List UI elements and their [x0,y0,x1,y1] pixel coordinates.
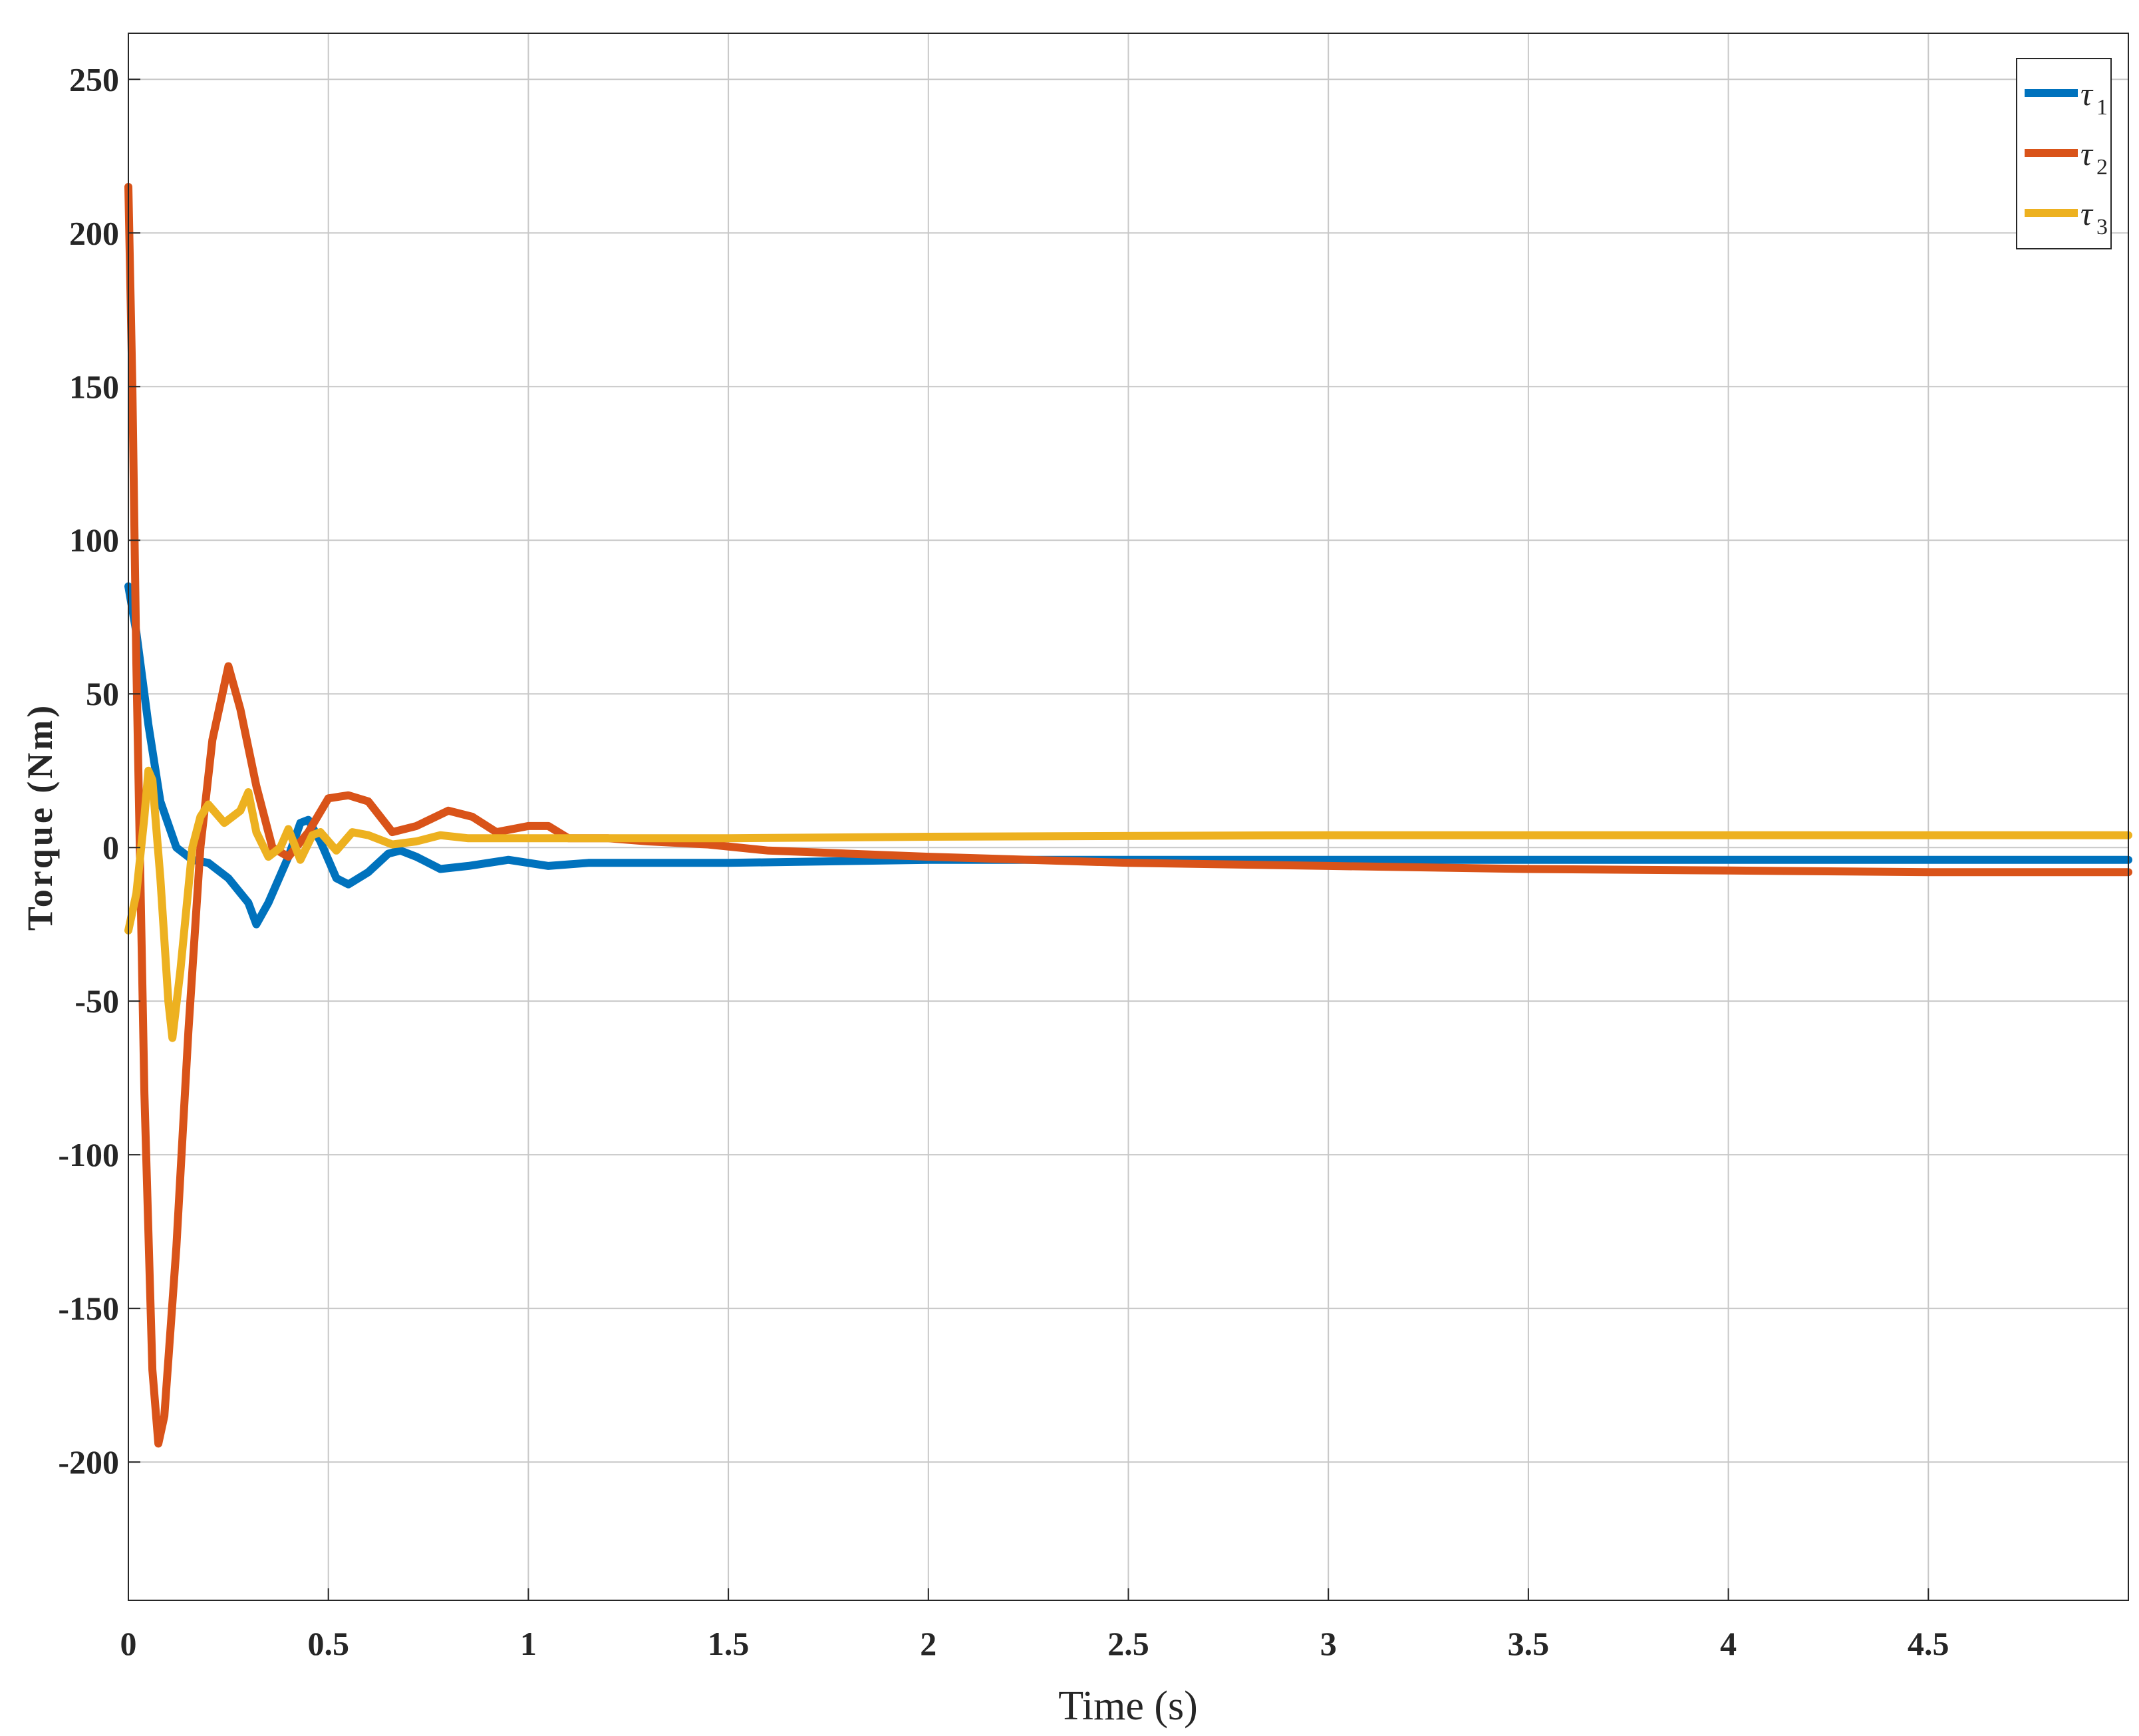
x-tick-label: 3.5 [1508,1625,1550,1662]
x-tick-label: 1 [520,1625,537,1662]
x-tick-label: 3 [1320,1625,1337,1662]
series-lines [124,183,2132,1448]
y-tick-label: 0 [102,829,119,866]
legend-label: τ [2080,75,2094,112]
series-line-tau-3 [124,766,2132,1042]
legend-label: τ [2080,135,2094,172]
y-tick-label: 100 [69,521,119,559]
x-tick-label: 2 [920,1625,936,1662]
legend-label-subscript: 3 [2096,215,2108,239]
x-tick-label: 0 [120,1625,137,1662]
y-axis: 250 200 150 100 50 0 -50 -100 -150 -200 [58,61,140,1481]
y-tick-label: 50 [86,675,119,712]
y-tick-label: -100 [58,1136,119,1173]
x-axis-title: Time (s) [1058,1683,1198,1729]
x-tick-label: 2.5 [1107,1625,1149,1662]
legend-label: τ [2080,195,2094,232]
y-axis-title: Torque (Nm) [20,703,60,931]
x-tick-label: 4.5 [1908,1625,1949,1662]
y-tick-label: -200 [58,1443,119,1481]
x-axis: 0 0.5 1 1.5 2 2.5 3 3.5 4 4.5 [120,1588,1949,1662]
y-tick-label: 250 [69,61,119,98]
y-tick-label: -50 [74,982,119,1020]
x-tick-label: 4 [1720,1625,1737,1662]
x-tick-label: 0.5 [307,1625,349,1662]
series-line-tau-2 [124,183,2132,1448]
y-tick-label: 200 [69,214,119,251]
y-tick-label: -150 [58,1290,119,1327]
legend-label-subscript: 1 [2096,95,2108,120]
legend-label-subscript: 2 [2096,155,2108,180]
x-tick-label: 1.5 [708,1625,750,1662]
legend: τ 1τ 2τ 3 [2016,58,2112,249]
y-tick-label: 150 [69,368,119,405]
